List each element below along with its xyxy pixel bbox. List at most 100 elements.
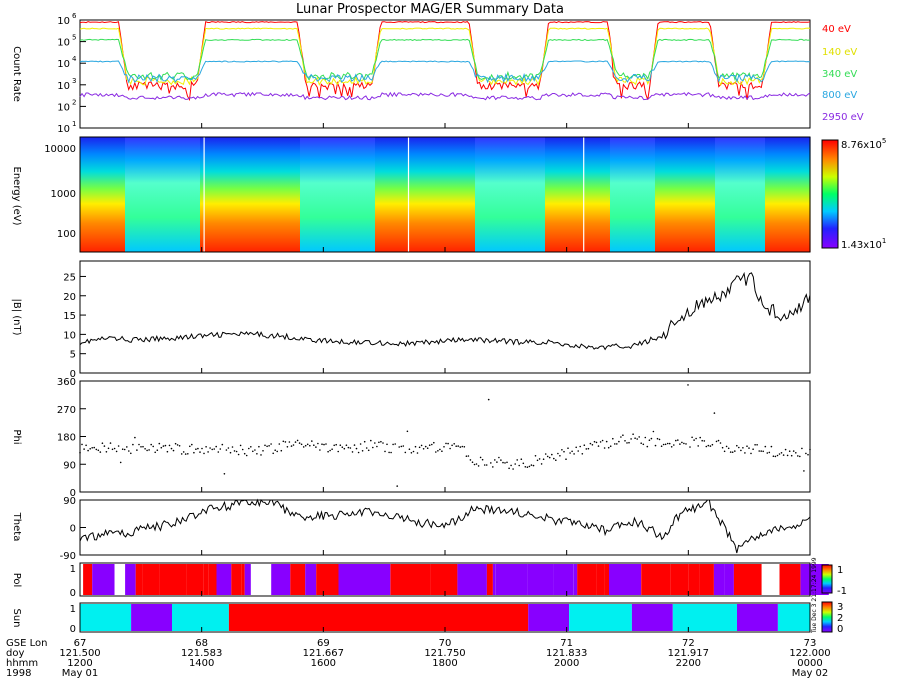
phi-point [778, 453, 781, 455]
phi-point [298, 442, 301, 444]
legend-40ev: 40 eV [822, 24, 851, 35]
pol-segment [250, 564, 272, 595]
phi-point [174, 442, 177, 445]
phi-point [561, 449, 563, 451]
phi-point [280, 449, 283, 452]
phi-point [85, 444, 87, 447]
phi-point [479, 456, 482, 459]
spec-column [640, 137, 646, 252]
count-tick-exp: 2 [72, 98, 76, 106]
spec-column [150, 137, 156, 252]
spec-column [765, 137, 771, 252]
spec-column [410, 137, 416, 252]
phi-point [130, 452, 132, 455]
spec-column [645, 137, 651, 252]
phi-point [402, 445, 405, 447]
phi-point [191, 443, 193, 446]
phi-point [189, 445, 191, 448]
spec-column [155, 137, 161, 252]
b-tick: 5 [70, 350, 76, 361]
phi-point [742, 447, 744, 449]
phi-point [449, 447, 451, 450]
phi-point [168, 444, 171, 447]
spec-column [200, 137, 206, 252]
phi-point [555, 459, 557, 462]
pol-segment [159, 564, 187, 595]
spec-column [430, 137, 436, 252]
phi-point [593, 440, 596, 443]
pol-segment [360, 564, 391, 595]
sun-colorbar [821, 601, 833, 633]
phi-point [294, 441, 297, 443]
spec-column [570, 137, 576, 252]
phi-point [565, 458, 567, 461]
count-rate-legend: 40 eV 140 eV 340 eV 800 eV 2950 eV [822, 24, 864, 123]
spec-column [235, 137, 241, 252]
energy-tick-10000: 10000 [44, 144, 76, 155]
spec-column [720, 137, 726, 252]
phi-point [679, 443, 681, 445]
pol-strip [80, 564, 829, 595]
phi-point [152, 445, 154, 448]
spec-column [805, 137, 811, 252]
phi-point [675, 439, 677, 442]
spec-column [780, 137, 786, 252]
spec-column [480, 137, 486, 252]
pol-segment [305, 564, 317, 595]
spec-column [775, 137, 781, 252]
x-tick-label: 122.000 [789, 648, 830, 659]
spec-column [425, 137, 431, 252]
phi-point [306, 443, 309, 446]
count-tick: 10 [57, 102, 70, 113]
sun-segment [631, 604, 673, 631]
spec-column [600, 137, 606, 252]
count-tick: 10 [57, 38, 70, 49]
count-tick-exp: 4 [72, 55, 77, 63]
spec-column [615, 137, 621, 252]
spec-column [420, 137, 426, 252]
phi-point [500, 459, 502, 461]
phi-point [329, 449, 331, 452]
phi-point [711, 443, 714, 446]
phi-point [461, 445, 464, 448]
phi-point [752, 448, 754, 451]
spec-column [375, 137, 381, 252]
spec-column [740, 137, 746, 252]
phi-point [729, 451, 732, 453]
pol-segment [114, 564, 126, 595]
phi-point [538, 458, 541, 460]
phi-point [597, 445, 600, 447]
phi-point [638, 436, 640, 438]
spec-column [290, 137, 296, 252]
phi-point [595, 441, 598, 444]
phi-point [782, 454, 785, 456]
phi-point [87, 449, 89, 452]
sun-segment [672, 604, 737, 631]
spec-column [800, 137, 806, 252]
phi-point [79, 451, 81, 454]
spec-column [545, 137, 551, 252]
sun-segment [172, 604, 229, 631]
phi-point [662, 443, 665, 446]
phi-point [158, 442, 161, 445]
spec-column [460, 137, 466, 252]
phi-point [685, 443, 687, 445]
phi-point [736, 444, 738, 447]
phi-point [591, 444, 594, 446]
phi-point [245, 454, 248, 457]
theta-panel [79, 499, 811, 556]
legend-340ev: 340 eV [822, 69, 857, 80]
phi-point [325, 443, 327, 445]
phi-point [457, 445, 460, 447]
phi-point [699, 436, 701, 439]
phi-point [485, 464, 488, 466]
phi-point [93, 446, 95, 449]
phi-point [683, 442, 685, 445]
phi-point [268, 445, 270, 447]
spec-column [725, 137, 731, 252]
spec-column [625, 137, 631, 252]
phi-point [587, 447, 590, 450]
phi-point [577, 450, 579, 452]
pol-segment [761, 564, 780, 595]
phi-point [166, 450, 169, 453]
